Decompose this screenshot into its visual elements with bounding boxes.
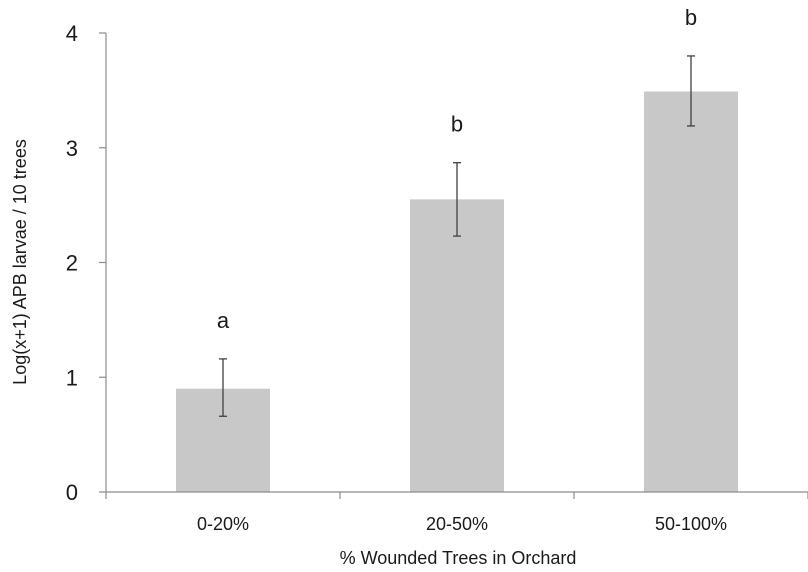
x-category-labels-group: 0-20% 20-50% 50-100%	[197, 514, 727, 534]
bar	[644, 91, 738, 493]
error-bars-group	[219, 55, 695, 417]
y-tick-label: 3	[66, 136, 78, 161]
significance-labels-group: a b b	[217, 5, 697, 333]
significance-label: b	[685, 5, 697, 30]
y-tick-label: 2	[66, 251, 78, 276]
bar	[410, 199, 504, 492]
y-tick-label: 1	[66, 365, 78, 390]
x-axis-title: % Wounded Trees in Orchard	[340, 548, 577, 568]
y-tick-label: 0	[66, 480, 78, 505]
y-axis-title: Log(x+1) APB larvae / 10 trees	[10, 139, 30, 385]
axes-group	[99, 32, 808, 499]
significance-label: a	[217, 308, 230, 333]
x-category-label: 50-100%	[655, 514, 727, 534]
x-category-label: 0-20%	[197, 514, 249, 534]
bars-group	[176, 91, 738, 493]
y-tick-label: 4	[66, 21, 78, 46]
x-category-label: 20-50%	[426, 514, 488, 534]
significance-label: b	[451, 112, 463, 137]
y-tick-labels-group: 0 1 2 3 4	[66, 21, 78, 505]
